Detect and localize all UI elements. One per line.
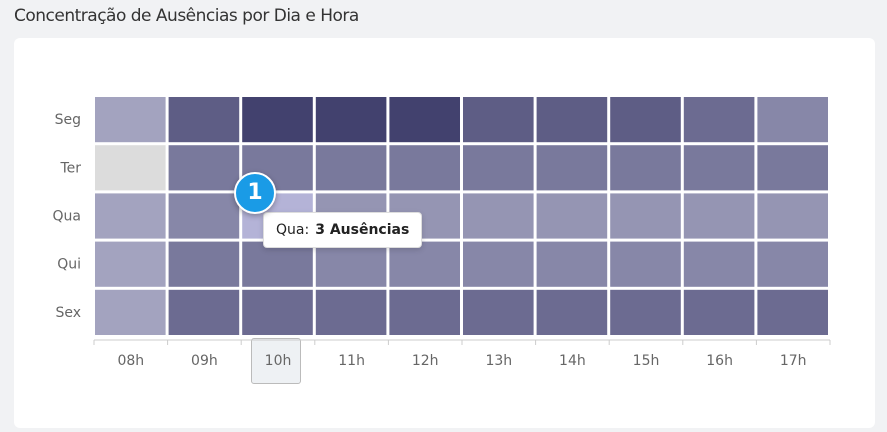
heatmap-cell [610, 193, 681, 239]
x-tick-label: 15h [633, 353, 660, 369]
heatmap-cell [315, 241, 387, 287]
chart-title: Concentração de Ausências por Dia e Hora [14, 6, 359, 26]
heatmap-cell [168, 97, 240, 143]
heatmap-cell [683, 193, 755, 239]
hovered-tick-box [251, 338, 301, 384]
heatmap-cell [757, 241, 828, 287]
heatmap-cell [95, 289, 166, 335]
x-tick-label: 12h [412, 353, 439, 369]
heatmap-cell [757, 145, 828, 191]
heatmap-cell [536, 193, 608, 239]
x-tick-label: 10h [265, 353, 292, 369]
heatmap-cell [95, 145, 166, 191]
x-tick-label: 16h [706, 353, 733, 369]
heatmap-cell [463, 97, 534, 143]
heatmap-cell [389, 97, 460, 143]
heatmap-cell [168, 193, 240, 239]
heatmap-cell [757, 97, 828, 143]
x-tick-label: 11h [338, 353, 365, 369]
heatmap-cell [536, 97, 608, 143]
heatmap-cell [536, 289, 608, 335]
heatmap-cell [95, 193, 166, 239]
tooltip: Qua: 3 Ausências [263, 212, 423, 248]
heatmap-cell [95, 97, 166, 143]
x-tick-label: 17h [780, 353, 807, 369]
heatmap-cell [315, 145, 387, 191]
heatmap-cell [168, 145, 240, 191]
heatmap-cell [168, 241, 240, 287]
heatmap-cell [463, 193, 534, 239]
y-tick-label: Seg [55, 112, 81, 128]
x-tick-label: 14h [559, 353, 586, 369]
x-tick-label: 08h [117, 353, 144, 369]
heatmap-cell [315, 289, 387, 335]
y-tick-label: Ter [59, 160, 81, 176]
step-marker: 1 [234, 172, 276, 214]
tooltip-category: Qua: [276, 222, 310, 238]
y-tick-label: Sex [55, 305, 81, 321]
y-tick-label: Qua [53, 209, 81, 225]
heatmap-cell [463, 289, 534, 335]
heatmap-cell [242, 241, 313, 287]
heatmap-cell [683, 289, 755, 335]
heatmap-cell [389, 145, 460, 191]
heatmap-cell [536, 241, 608, 287]
y-tick-label: Qui [57, 257, 81, 273]
heatmap-cell [610, 289, 681, 335]
heatmap-cell [463, 145, 534, 191]
x-tick-label: 09h [191, 353, 218, 369]
heatmap-cell [315, 97, 387, 143]
heatmap-cell [610, 97, 681, 143]
heatmap-cell [242, 97, 313, 143]
heatmap-cell [683, 97, 755, 143]
heatmap-cell [536, 145, 608, 191]
x-tick-label: 13h [485, 353, 512, 369]
tooltip-value: 3 Ausências [315, 222, 410, 238]
heatmap-cell [610, 241, 681, 287]
heatmap-cell [389, 289, 460, 335]
heatmap-cell [95, 241, 166, 287]
heatmap-cell [168, 289, 240, 335]
heatmap-cell [757, 193, 828, 239]
heatmap-cell [757, 289, 828, 335]
heatmap-cell [389, 241, 460, 287]
heatmap-cell [610, 145, 681, 191]
heatmap-cell [683, 241, 755, 287]
heatmap-cell [463, 241, 534, 287]
heatmap-cell [242, 289, 313, 335]
heatmap-cell [683, 145, 755, 191]
